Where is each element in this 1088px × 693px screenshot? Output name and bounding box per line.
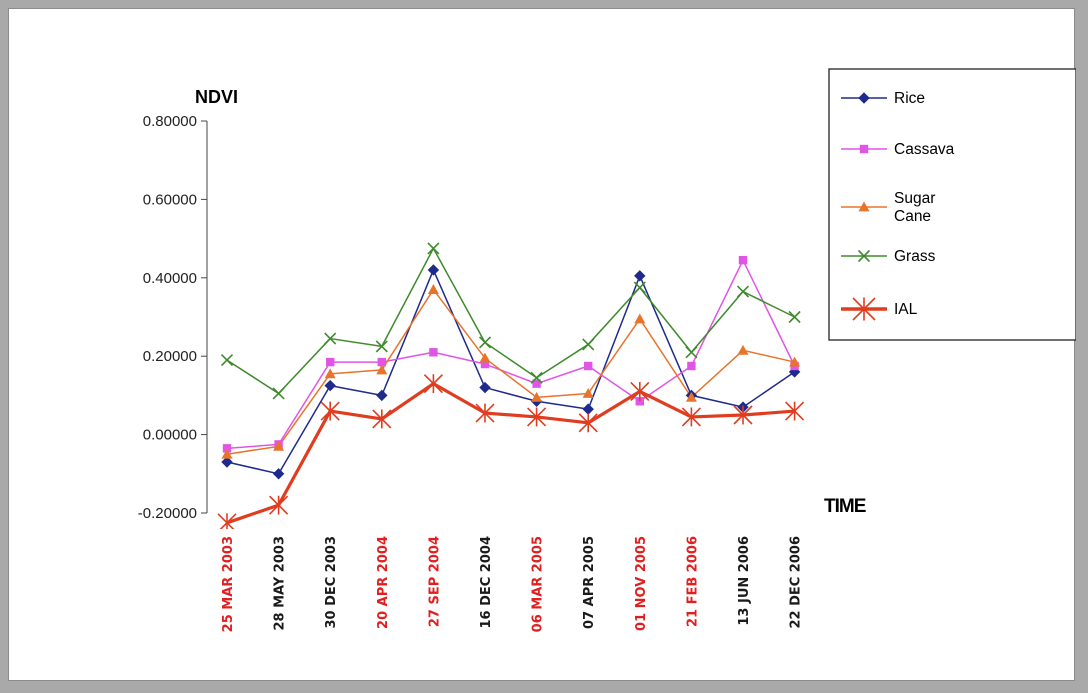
data-point <box>272 468 285 480</box>
data-point <box>584 361 593 371</box>
data-point <box>733 405 753 425</box>
data-point <box>681 407 701 427</box>
data-point <box>634 313 646 324</box>
data-point <box>634 270 646 282</box>
x-tick-label: 22 DEC 2006 <box>789 536 804 629</box>
data-point <box>423 374 443 394</box>
data-point <box>269 495 289 515</box>
data-point <box>221 448 233 459</box>
data-point <box>785 401 805 421</box>
x-axis-title: TIME <box>824 496 866 517</box>
legend-label: Grass <box>894 248 936 265</box>
data-point <box>858 92 870 104</box>
data-point <box>630 381 650 402</box>
chart-frame: 0.80000 0.60000 0.40000 0.20000 0.00000 -0.20… <box>8 8 1076 681</box>
data-point <box>857 249 871 263</box>
data-point <box>427 264 440 276</box>
data-point <box>858 201 870 212</box>
x-tick-label: 28 MAY 2003 <box>273 536 288 631</box>
legend-label: Cassava <box>894 141 955 158</box>
y-tick-label: 0.20000 <box>143 348 197 365</box>
legend-label: Rice <box>894 90 925 107</box>
x-tick-label: 20 APR 2004 <box>376 536 391 629</box>
data-point <box>532 379 541 388</box>
data-point <box>220 354 234 367</box>
data-point <box>578 413 598 433</box>
series-line-cassava <box>226 259 796 450</box>
data-point <box>376 364 388 375</box>
data-point <box>372 409 392 429</box>
x-tick-label: 16 DEC 2004 <box>479 536 494 629</box>
data-point <box>273 440 285 451</box>
data-point <box>736 285 750 298</box>
legend-label: Sugar Cane <box>894 190 935 225</box>
data-point <box>324 332 337 345</box>
data-point <box>738 255 748 265</box>
data-point <box>685 346 698 359</box>
data-point <box>222 444 232 453</box>
data-point <box>685 391 697 402</box>
x-tick-label: 30 DEC 2003 <box>324 536 339 629</box>
x-tick-label: 06 MAR 2005 <box>531 536 546 632</box>
data-point <box>480 359 490 369</box>
data-point <box>478 336 492 349</box>
series-line-grass <box>226 247 795 395</box>
legend: Rice Cassava Sugar Cane Grass IAL <box>828 68 1076 341</box>
data-point <box>375 340 388 353</box>
data-point <box>320 401 340 421</box>
data-point <box>324 379 336 392</box>
data-point <box>324 368 336 379</box>
data-point <box>376 389 388 402</box>
legend-label: IAL <box>894 301 918 318</box>
data-point <box>687 361 696 371</box>
ndvi-line-chart: 0.80000 0.60000 0.40000 0.20000 0.00000 -0.20… <box>138 68 1076 632</box>
data-point <box>788 310 801 324</box>
y-tick-label: -0.20000 <box>138 505 197 522</box>
data-point <box>635 397 644 406</box>
y-tick-label: 0.00000 <box>143 427 197 444</box>
data-point <box>859 144 869 154</box>
x-tick-label: 01 NOV 2005 <box>634 536 649 631</box>
data-point <box>527 407 547 427</box>
data-point <box>272 387 285 400</box>
y-axis-title: NDVI <box>195 87 238 107</box>
x-tick-label: 13 JUN 2006 <box>737 536 752 626</box>
data-point <box>789 356 801 367</box>
data-point <box>479 352 491 363</box>
x-tick-label: 21 FEB 2006 <box>685 536 700 627</box>
data-point <box>475 403 495 423</box>
data-point <box>221 456 233 468</box>
data-point <box>377 357 386 367</box>
y-tick-label: 0.80000 <box>143 113 197 130</box>
y-tick-label: 0.60000 <box>143 191 197 208</box>
data-point <box>737 344 749 355</box>
data-point <box>217 513 237 529</box>
y-tick-label: 0.40000 <box>143 270 197 287</box>
x-tick-label: 07 APR 2005 <box>582 536 597 629</box>
data-point <box>633 281 646 294</box>
data-point <box>582 338 595 351</box>
data-point <box>427 242 440 255</box>
legend-box <box>828 68 1076 341</box>
x-tick-label: 25 MAR 2003 <box>221 536 236 632</box>
series-line-sugar-cane <box>226 288 795 455</box>
data-point <box>531 391 543 402</box>
series-line-ial <box>226 382 795 525</box>
data-point <box>852 297 876 321</box>
data-point <box>429 348 438 357</box>
series-line-rice <box>226 269 796 475</box>
data-point <box>530 371 543 384</box>
data-point <box>582 403 594 415</box>
data-point <box>479 381 491 394</box>
data-point <box>582 387 594 398</box>
x-tick-label: 27 SEP 2004 <box>427 536 442 627</box>
data-point <box>326 357 335 367</box>
data-point <box>427 284 439 294</box>
